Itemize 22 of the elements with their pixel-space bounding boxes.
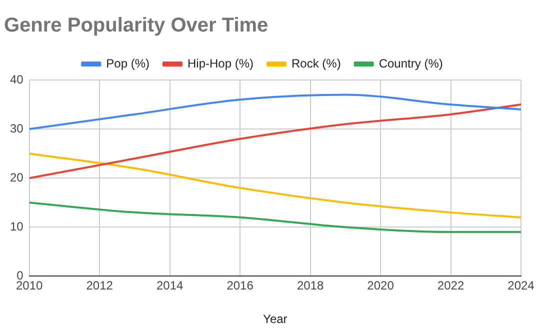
line-series — [29, 202, 521, 234]
line-series — [29, 94, 521, 130]
legend-label: Rock (%) — [292, 56, 341, 70]
x-axis-title: Year — [263, 312, 288, 326]
x-tick-label: 2022 — [437, 278, 464, 293]
legend-label: Pop (%) — [106, 56, 150, 70]
line-series — [29, 152, 521, 218]
x-tick-label: 2024 — [508, 278, 535, 293]
line-series — [29, 104, 521, 180]
x-tick-label: 2014 — [156, 278, 184, 293]
chart-title: Genre Popularity Over Time — [4, 14, 268, 37]
x-tick-label: 2020 — [367, 278, 394, 293]
legend-label: Hip-Hop (%) — [187, 56, 254, 70]
x-tick-label: 2010 — [16, 278, 44, 293]
y-tick-label: 20 — [10, 170, 24, 184]
y-tick-label: 40 — [10, 72, 24, 86]
x-tick-label: 2012 — [86, 278, 114, 293]
x-tick-label: 2018 — [296, 278, 324, 293]
y-tick-label: 10 — [10, 219, 24, 234]
y-tick-label: 30 — [10, 121, 24, 136]
x-tick-label: 2016 — [226, 278, 254, 293]
legend-label: Country (%) — [378, 56, 443, 70]
